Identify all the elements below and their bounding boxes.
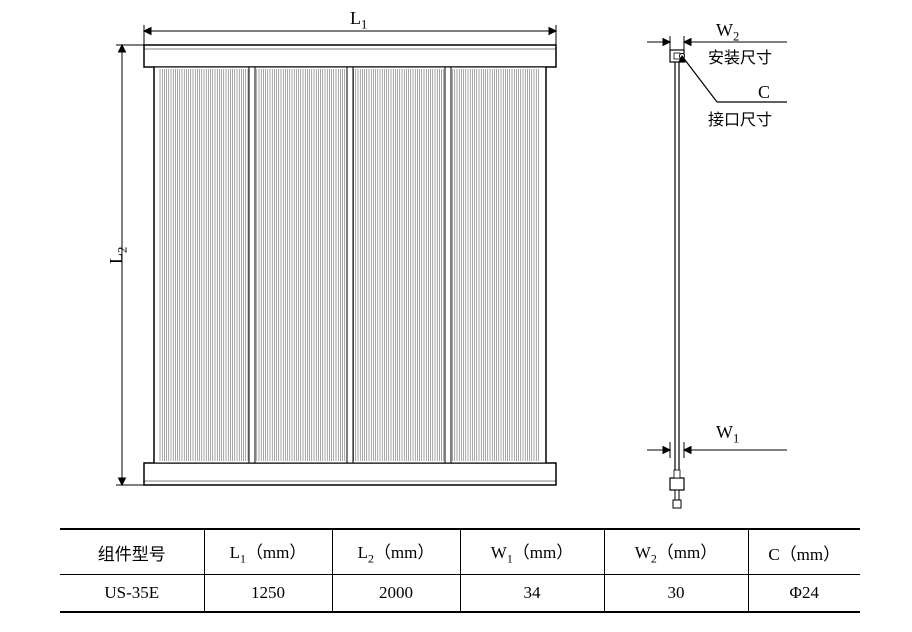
th-w1: W1（mm） [460,529,604,575]
th-l1: L1（mm） [204,529,332,575]
td-w1: 34 [460,575,604,613]
dim-label-l1: L1 [350,8,367,33]
annotation-install-size: 安装尺寸 [708,44,772,68]
td-c: Φ24 [748,575,860,613]
technical-diagram: L1 L2 W1 W2 C 安装尺寸 接口尺寸 [80,10,850,510]
page: L1 L2 W1 W2 C 安装尺寸 接口尺寸 组件型号 L1（mm） L2（m… [0,0,912,632]
th-c: C（mm） [748,529,860,575]
table-header-row: 组件型号 L1（mm） L2（mm） W1（mm） W2（mm） C（mm） [60,529,860,575]
table-data-row: US-35E 1250 2000 34 30 Φ24 [60,575,860,613]
spec-table-container: 组件型号 L1（mm） L2（mm） W1（mm） W2（mm） C（mm） [60,528,860,613]
td-w2: 30 [604,575,748,613]
dim-label-c: C [758,82,770,103]
th-l2: L2（mm） [332,529,460,575]
dim-label-w1: W1 [716,422,739,447]
td-l2: 2000 [332,575,460,613]
spec-table: 组件型号 L1（mm） L2（mm） W1（mm） W2（mm） C（mm） [60,528,860,613]
annotation-interface-size: 接口尺寸 [708,106,772,130]
th-w2: W2（mm） [604,529,748,575]
td-l1: 1250 [204,575,332,613]
td-model: US-35E [60,575,204,613]
th-model: 组件型号 [60,529,204,575]
dim-label-l2: L2 [106,247,131,264]
dim-label-w2: W2 [716,20,739,45]
